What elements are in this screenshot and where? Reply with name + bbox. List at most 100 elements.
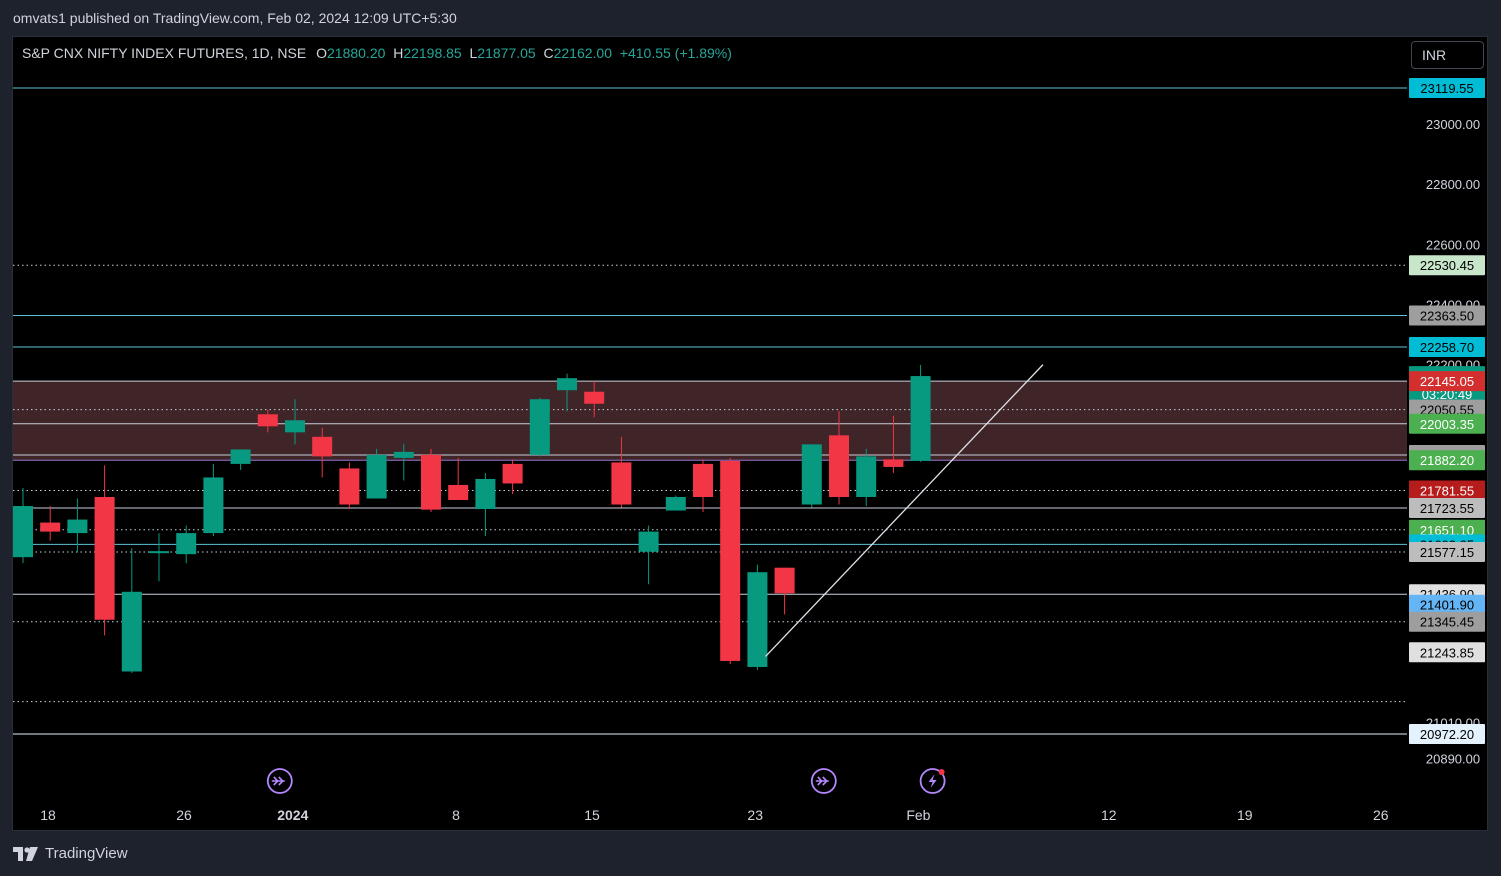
candle-body[interactable] <box>720 460 741 661</box>
candle-body[interactable] <box>910 376 931 461</box>
forward-arrow-icon[interactable] <box>810 768 837 794</box>
candle-body[interactable] <box>638 531 659 552</box>
candle-body[interactable] <box>883 459 904 467</box>
candle-body[interactable] <box>13 506 33 558</box>
price-label-badge <box>1409 594 1485 615</box>
currency-button[interactable]: INR <box>1411 41 1484 69</box>
price-label-badge <box>1409 497 1485 518</box>
candle-body[interactable] <box>829 435 849 498</box>
open-value: 21880.20 <box>327 45 386 61</box>
x-tick-label: 15 <box>584 807 600 823</box>
top-bar: omvats1 published on TradingView.com, Fe… <box>0 0 1501 36</box>
price-label-badge <box>1409 724 1485 744</box>
arrow-glyph <box>815 776 829 786</box>
price-label-badge <box>1409 78 1485 98</box>
flash-glyph <box>928 774 937 788</box>
price-label-text: 21781.55 <box>1420 484 1474 499</box>
close-value: 22162.00 <box>553 45 613 61</box>
x-tick-label: 19 <box>1237 807 1253 823</box>
x-tick-label: 26 <box>1373 807 1389 823</box>
price-label-text: 22258.70 <box>1420 340 1474 355</box>
candle-body[interactable] <box>121 591 142 672</box>
chart-panel[interactable]: 23000.00 22800.00 22600.00 22400.00 22200.00… <box>12 36 1488 831</box>
price-label-text: 21401.90 <box>1420 598 1474 613</box>
price-label-text: 20972.20 <box>1420 727 1474 742</box>
price-label-text: 21882.20 <box>1420 453 1474 468</box>
tradingview-logo[interactable]: TradingView <box>13 845 128 862</box>
price-label-text: 22003.35 <box>1420 417 1474 432</box>
candle-body[interactable] <box>665 497 686 511</box>
candle-body[interactable] <box>149 551 169 554</box>
candle-body[interactable] <box>94 497 115 620</box>
y-tick-label: 23000.00 <box>1426 117 1480 132</box>
forward-arrow-icon[interactable] <box>266 768 293 794</box>
x-tick-label: 26 <box>176 807 192 823</box>
candle-body[interactable] <box>40 522 61 532</box>
flash-icon[interactable] <box>919 768 946 794</box>
candle-body[interactable] <box>393 451 414 458</box>
candle-body[interactable] <box>176 533 197 555</box>
candle-body[interactable] <box>693 463 713 498</box>
symbol-title: S&P CNX NIFTY INDEX FUTURES, 1D, NSE <box>22 45 307 61</box>
price-label-text: 22145.05 <box>1420 374 1474 389</box>
price-label-badge <box>1409 336 1485 357</box>
chart-legend: S&P CNX NIFTY INDEX FUTURES, 1D, NSE O21… <box>22 45 732 61</box>
candle-body[interactable] <box>475 478 496 510</box>
tv-logo-icon <box>13 846 38 861</box>
price-label-badge <box>1409 413 1485 434</box>
low-label: L <box>469 45 478 61</box>
price-label-badge <box>1409 642 1485 663</box>
support-resistance-zone <box>13 381 1407 461</box>
price-label-badge <box>1409 480 1485 501</box>
price-label-text: 23119.55 <box>1420 81 1473 96</box>
publish-info: omvats1 published on TradingView.com, Fe… <box>13 10 457 26</box>
x-tick-label: Feb <box>906 807 930 823</box>
candle-body[interactable] <box>584 391 605 404</box>
candle-body[interactable] <box>203 477 224 534</box>
arrow-glyph <box>271 776 285 786</box>
high-label: H <box>393 45 404 61</box>
high-value: 22198.85 <box>403 45 462 61</box>
footer <box>0 832 1501 876</box>
price-label-text: 21577.15 <box>1420 545 1474 560</box>
candle-body[interactable] <box>366 454 387 499</box>
candle-body[interactable] <box>257 414 278 427</box>
change-value: +410.55 (+1.89%) <box>619 45 732 61</box>
price-label-badge <box>1409 305 1485 326</box>
x-tick-label: 18 <box>40 807 56 823</box>
price-label-badge <box>1409 371 1485 392</box>
candle-body[interactable] <box>421 454 441 510</box>
candle-body[interactable] <box>856 456 877 498</box>
candle-body[interactable] <box>611 462 632 505</box>
candle-body[interactable] <box>557 378 577 391</box>
candle-body[interactable] <box>774 567 795 594</box>
candle-body[interactable] <box>339 468 360 505</box>
y-tick-label: 20890.00 <box>1426 752 1480 767</box>
price-label-text: 21345.45 <box>1420 615 1474 630</box>
price-label-badge <box>1409 450 1485 471</box>
x-tick-label: 23 <box>747 807 763 823</box>
price-label-text: 21243.85 <box>1420 645 1474 660</box>
candle-body[interactable] <box>230 449 251 464</box>
price-label-badge <box>1409 542 1485 563</box>
price-label-text: 21723.55 <box>1420 501 1474 516</box>
price-label-badge <box>1409 255 1485 276</box>
x-tick-label: 2024 <box>277 807 308 823</box>
candle-body[interactable] <box>312 436 333 457</box>
candle-body[interactable] <box>747 572 768 667</box>
candle-body[interactable] <box>67 519 88 534</box>
y-tick-label: 22600.00 <box>1426 237 1480 252</box>
candle-body[interactable] <box>502 463 523 484</box>
trend-line[interactable] <box>765 364 1044 657</box>
candle-body[interactable] <box>801 444 822 505</box>
candlestick-chart[interactable]: 23000.0022800.0022600.0022400.0022200.00… <box>13 37 1487 830</box>
x-tick-label: 12 <box>1101 807 1117 823</box>
candle-body[interactable] <box>285 420 305 433</box>
candle-body[interactable] <box>529 399 550 455</box>
candle-body[interactable] <box>448 484 469 501</box>
price-label-text: 21651.10 <box>1420 523 1474 538</box>
close-label: C <box>543 45 554 61</box>
x-tick-label: 8 <box>452 807 460 823</box>
open-label: O <box>316 45 327 61</box>
price-label-badge <box>1409 611 1485 632</box>
